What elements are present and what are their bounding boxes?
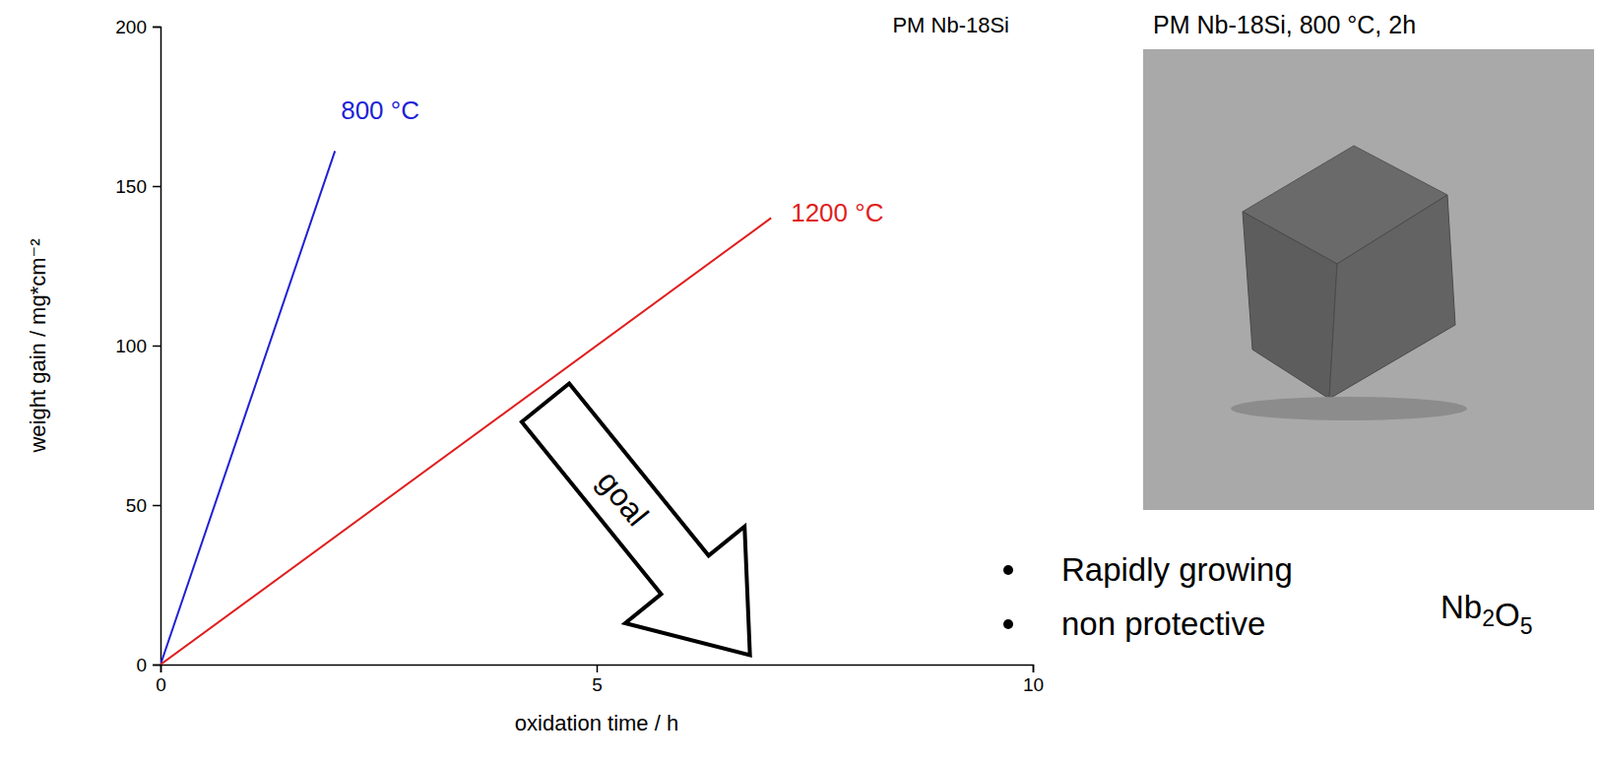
tick: 150 xyxy=(115,176,161,197)
note: Rapidly growing xyxy=(1061,551,1293,588)
tick-mark xyxy=(152,26,161,29)
tick: 50 xyxy=(126,495,161,516)
chart-title: PM Nb-18Si xyxy=(892,12,1010,38)
tick-label: 0 xyxy=(135,654,147,676)
y-axis-title: weight gain / mg*cm⁻² xyxy=(25,238,51,453)
cube-shadow xyxy=(1230,396,1468,421)
cube-right xyxy=(1329,194,1456,399)
note: non protective xyxy=(1061,605,1266,642)
x-axis: 0 5 10 xyxy=(155,664,1044,696)
tick-label: 5 xyxy=(591,674,603,696)
tick: 0 xyxy=(155,664,167,696)
cube-left xyxy=(1242,211,1338,399)
series-label: 800 °C xyxy=(340,95,420,126)
tick: 5 xyxy=(591,664,603,696)
tick-label: 50 xyxy=(126,495,147,516)
tick-label: 10 xyxy=(1023,674,1044,696)
photo-background xyxy=(1143,49,1595,511)
canvas: 0510050100150200oxidation time / hweight… xyxy=(0,0,1600,764)
tick-mark xyxy=(152,345,161,348)
x-axis-title: oxidation time / h xyxy=(514,710,679,736)
tick-mark xyxy=(1032,664,1035,673)
y-axis: 0 50 100 150 200 xyxy=(115,16,161,676)
series-label: 1200 °C xyxy=(790,197,884,228)
photo xyxy=(1143,49,1595,511)
tick: 0 xyxy=(135,654,161,676)
arrow-shape xyxy=(485,354,810,704)
tick-mark xyxy=(152,186,161,189)
tick: 200 xyxy=(115,16,161,38)
tick-label: 0 xyxy=(155,674,167,696)
tick: 10 xyxy=(1023,664,1044,696)
axis-line xyxy=(152,27,162,666)
goal-arrow: goal xyxy=(485,354,810,704)
annotation: goal xyxy=(590,463,656,533)
text-part: Nb xyxy=(1440,588,1482,626)
tick-mark xyxy=(152,505,161,508)
photo-caption: PM Nb-18Si, 800 °C, 2h xyxy=(1152,10,1416,39)
tick-mark xyxy=(596,664,599,673)
tick: 100 xyxy=(115,335,161,357)
subscript: 2 xyxy=(1481,605,1495,632)
oxide-label: Nb2O5 xyxy=(1440,588,1533,640)
tick-mark xyxy=(152,664,161,667)
tick-label: 200 xyxy=(115,16,147,38)
text-part: O xyxy=(1494,596,1521,634)
bullet xyxy=(1003,619,1014,630)
series-line xyxy=(160,150,335,665)
bullet xyxy=(1003,565,1014,576)
tick-label: 150 xyxy=(115,176,147,197)
axis-line xyxy=(161,665,1034,674)
subscript: 5 xyxy=(1520,613,1534,640)
tick-label: 100 xyxy=(115,335,147,357)
